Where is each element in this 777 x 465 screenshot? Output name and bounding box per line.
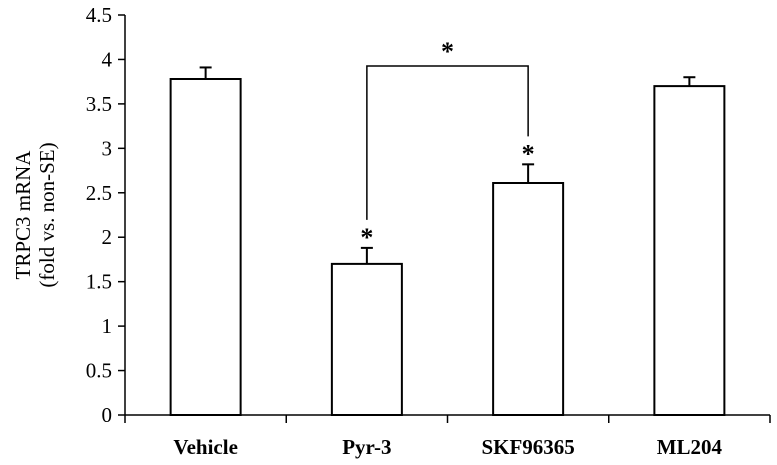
axes <box>124 15 771 423</box>
x-category-label: ML204 <box>657 435 723 459</box>
significance-annotations: * * * <box>360 37 534 252</box>
x-category-label: Vehicle <box>173 435 238 459</box>
x-category-label: SKF96365 <box>481 435 574 459</box>
y-axis-title-line: (fold vs. non-SE) <box>35 142 59 287</box>
bar-skf96365 <box>492 182 565 416</box>
y-tick-label: 4.5 <box>86 3 112 27</box>
bar-vehicle <box>169 78 242 416</box>
y-axis-title: TRPC3 mRNA (fold vs. non-SE) <box>11 142 59 287</box>
bar-ml204 <box>653 85 726 416</box>
x-axis-labels: Vehicle Pyr-3 SKF96365 ML204 <box>173 435 722 459</box>
bracket-star: * <box>441 37 454 66</box>
significance-star: * <box>522 139 535 168</box>
y-tick-label: 0.5 <box>86 359 112 383</box>
bar-pyr-3 <box>330 262 403 416</box>
y-tick-label: 2.5 <box>86 181 112 205</box>
y-tick-label: 4 <box>102 47 113 71</box>
error-bars <box>199 66 696 264</box>
y-tick-label: 3.5 <box>86 92 112 116</box>
y-tick-label: 3 <box>102 136 113 160</box>
y-tick-label: 1 <box>102 314 113 338</box>
y-tick-label: 2 <box>102 225 113 249</box>
significance-star: * <box>360 223 373 252</box>
significance-bracket <box>366 65 529 220</box>
x-category-label: Pyr-3 <box>342 435 391 459</box>
y-tick-label: 0 <box>102 403 113 427</box>
y-tick-label: 1.5 <box>86 270 112 294</box>
bars <box>169 78 726 416</box>
y-axis-title-line: TRPC3 mRNA <box>11 150 35 280</box>
y-axis-ticks: 0 0.5 1 1.5 2 2.5 3 3.5 4 4.5 <box>86 3 125 427</box>
